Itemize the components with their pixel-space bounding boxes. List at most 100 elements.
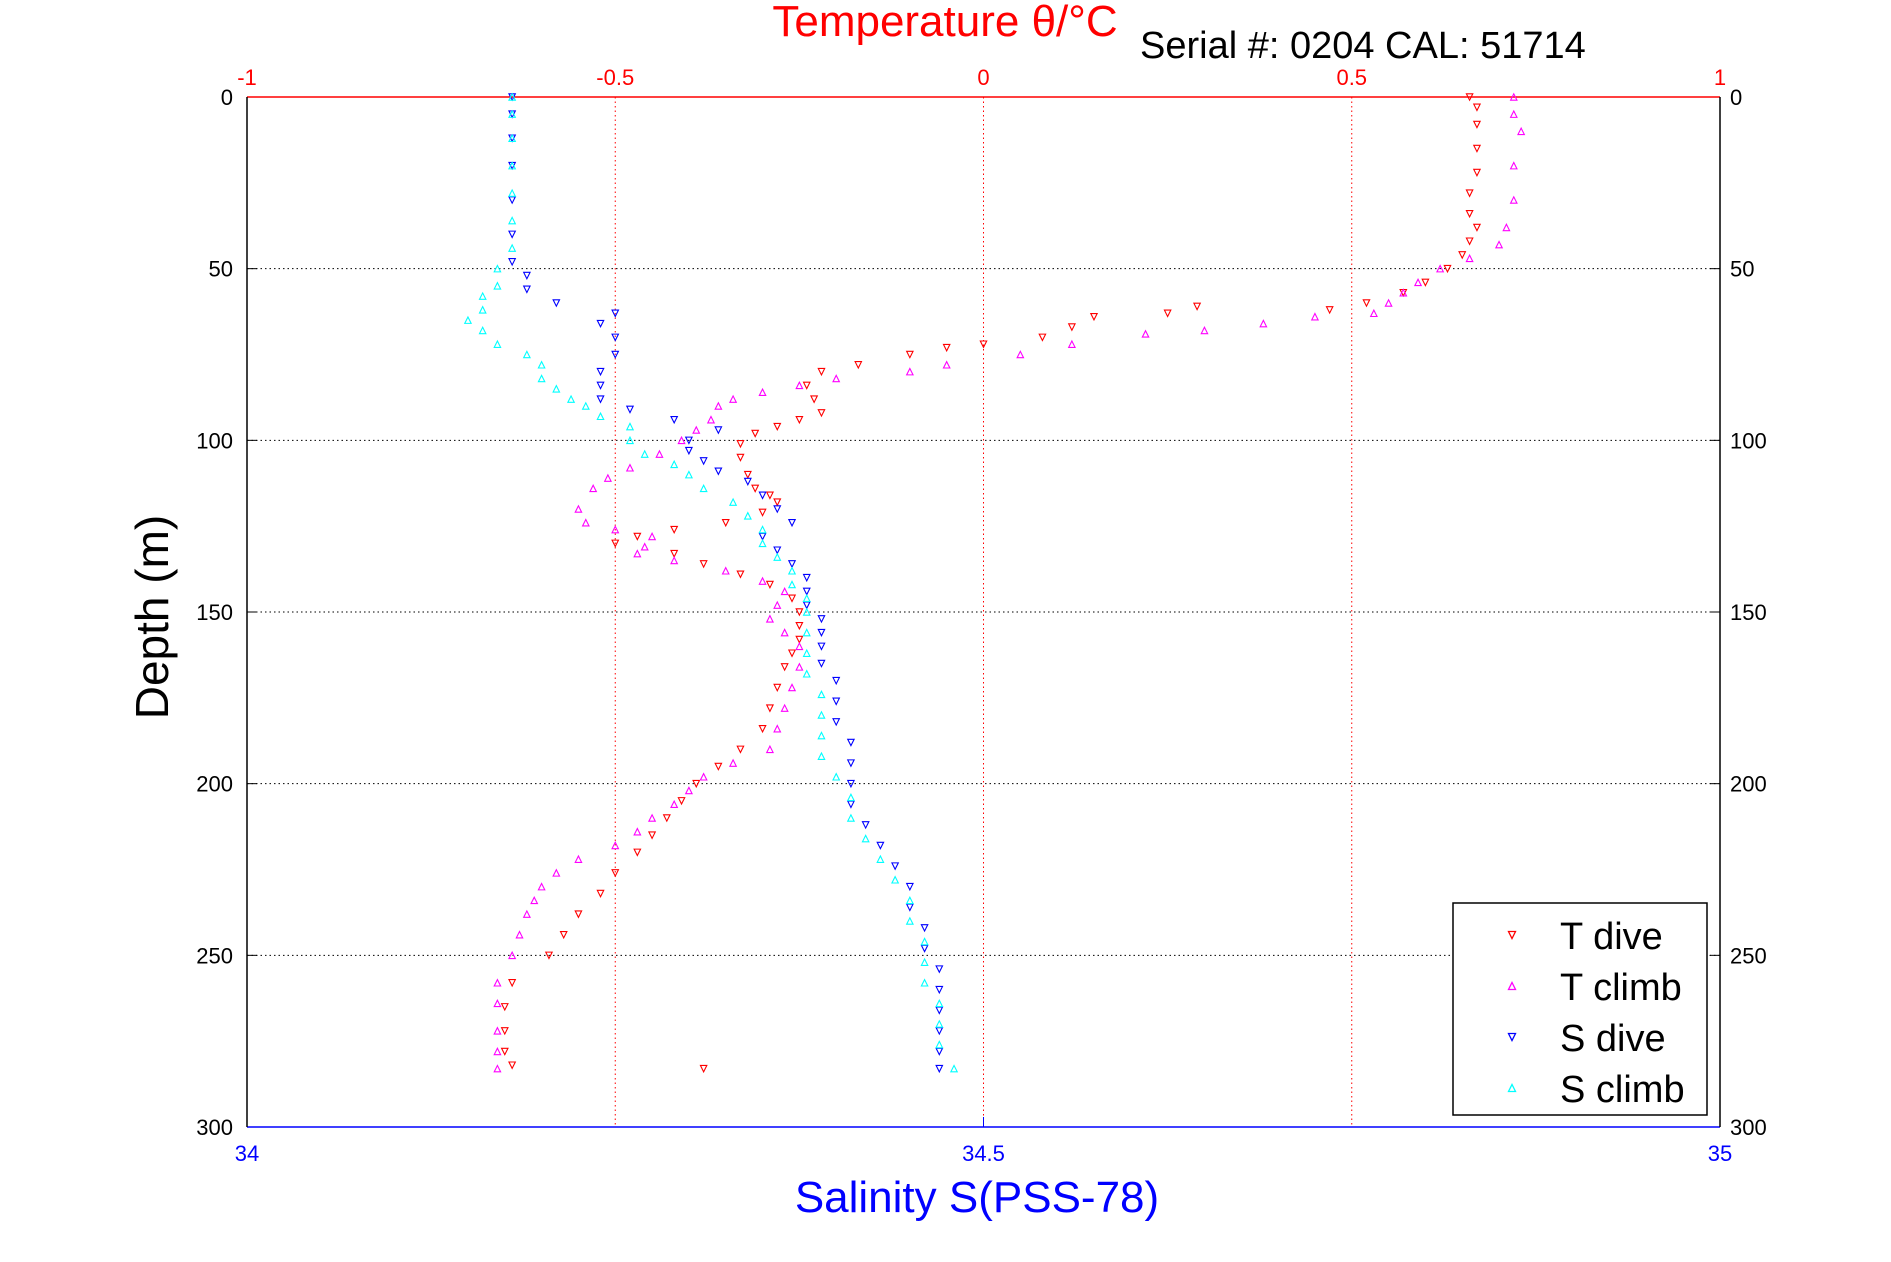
s-dive-point	[935, 1027, 944, 1036]
legend-marker-s-climb	[1507, 1083, 1517, 1093]
t-dive-point	[699, 560, 708, 569]
s-climb-point	[478, 326, 487, 335]
t-dive-point	[633, 848, 642, 857]
t-dive-point	[810, 395, 819, 404]
s-climb-point	[935, 1019, 944, 1028]
t-dive-point	[1472, 168, 1482, 177]
s-climb-point	[508, 92, 517, 101]
depth-tick-label-left: 200	[196, 772, 233, 797]
t-dive-point	[1192, 302, 1202, 311]
t-climb-point	[537, 882, 546, 891]
s-climb-point	[802, 593, 811, 603]
s-dive-point	[920, 944, 929, 953]
t-dive-point	[677, 797, 686, 806]
t-climb-point	[1141, 329, 1150, 338]
s-climb-point	[478, 291, 487, 300]
t-climb-point	[1369, 308, 1378, 318]
t-dive-point	[795, 635, 804, 644]
t-dive-point	[979, 340, 988, 349]
s-dive-point	[832, 676, 841, 686]
t-dive-point	[1472, 144, 1482, 153]
t-dive-point	[633, 532, 642, 541]
t-climb-point	[942, 360, 951, 369]
s-climb-point	[625, 435, 635, 445]
s-dive-point	[817, 642, 826, 651]
t-dive-point	[736, 440, 745, 449]
legend-label-s-climb: S climb	[1560, 1069, 1685, 1111]
t-dive-point	[1472, 223, 1482, 232]
s-dive-point	[832, 697, 841, 706]
t-climb-point	[773, 724, 782, 733]
t-dive-point	[942, 343, 951, 353]
t-climb-point	[670, 556, 679, 565]
s-dive-point	[611, 350, 620, 359]
s-climb-point	[684, 470, 693, 479]
temperature-tick-label: -0.5	[596, 65, 634, 90]
t-dive-point	[692, 779, 701, 789]
t-climb-point	[1517, 126, 1526, 136]
s-climb-point	[846, 792, 856, 802]
t-climb-point	[611, 841, 620, 850]
t-climb-point	[1310, 312, 1320, 321]
depth-tick-label-right: 50	[1730, 257, 1754, 282]
s-climb-point	[493, 264, 502, 273]
depth-tick-label-left: 150	[196, 600, 233, 625]
t-dive-point	[500, 1047, 509, 1056]
t-dive-point	[736, 745, 745, 754]
depth-tick-label-left: 50	[209, 257, 233, 282]
t-dive-point	[758, 508, 767, 517]
t-dive-point	[1472, 120, 1482, 129]
t-climb-point	[574, 854, 583, 863]
t-dive-point	[714, 762, 723, 771]
s-climb-point	[787, 580, 797, 589]
t-climb-point	[1436, 264, 1445, 273]
t-climb-point	[611, 525, 620, 534]
t-climb-point	[581, 518, 590, 527]
s-climb-point	[493, 339, 502, 348]
depth-tick-label-right: 100	[1730, 428, 1767, 453]
t-climb-point	[493, 1064, 502, 1073]
t-climb-point	[787, 683, 797, 692]
s-dive-point	[846, 738, 856, 747]
t-climb-point	[795, 641, 804, 651]
t-dive-point	[1067, 323, 1076, 332]
s-dive-point	[552, 299, 561, 308]
t-dive-point	[765, 580, 775, 589]
t-climb-point	[493, 998, 502, 1008]
t-climb-point	[773, 600, 782, 609]
s-climb-point	[935, 998, 944, 1008]
t-dive-point	[1163, 309, 1172, 318]
s-dive-point	[699, 457, 708, 466]
s-climb-point	[552, 384, 561, 393]
t-dive-point	[787, 594, 797, 603]
legend-marker-s-dive	[1507, 1032, 1517, 1042]
s-dive-point	[508, 230, 517, 239]
t-dive-point	[500, 1027, 509, 1036]
t-climb-point	[1016, 350, 1025, 359]
s-climb-point	[905, 916, 914, 925]
s-climb-point	[508, 161, 517, 170]
s-dive-point	[920, 924, 929, 933]
temperature-tick-label: 0	[977, 65, 989, 90]
t-dive-point	[736, 570, 745, 579]
s-dive-point	[817, 628, 826, 638]
t-climb-point	[1259, 319, 1268, 328]
legend-label-s-dive: S dive	[1560, 1018, 1666, 1060]
salinity-tick-label: 34.5	[962, 1141, 1005, 1166]
depth-tick-label-right: 150	[1730, 600, 1767, 625]
s-dive-point	[714, 467, 723, 476]
t-climb-point	[493, 1026, 502, 1035]
t-dive-point	[854, 361, 863, 370]
grid-lines	[247, 97, 1720, 1127]
legend-marker-t-dive	[1507, 930, 1517, 940]
depth-tick-label-left: 0	[221, 85, 233, 110]
t-dive-point	[758, 724, 767, 734]
s-climb-point	[802, 648, 811, 657]
s-dive-point	[670, 415, 679, 425]
s-climb-point	[522, 350, 531, 359]
t-climb-point	[633, 549, 642, 558]
legend: T dive T climb S dive S climb	[1452, 902, 1708, 1116]
t-climb-point	[706, 415, 716, 424]
s-dive-point	[802, 587, 811, 596]
s-climb-point	[949, 1064, 959, 1073]
